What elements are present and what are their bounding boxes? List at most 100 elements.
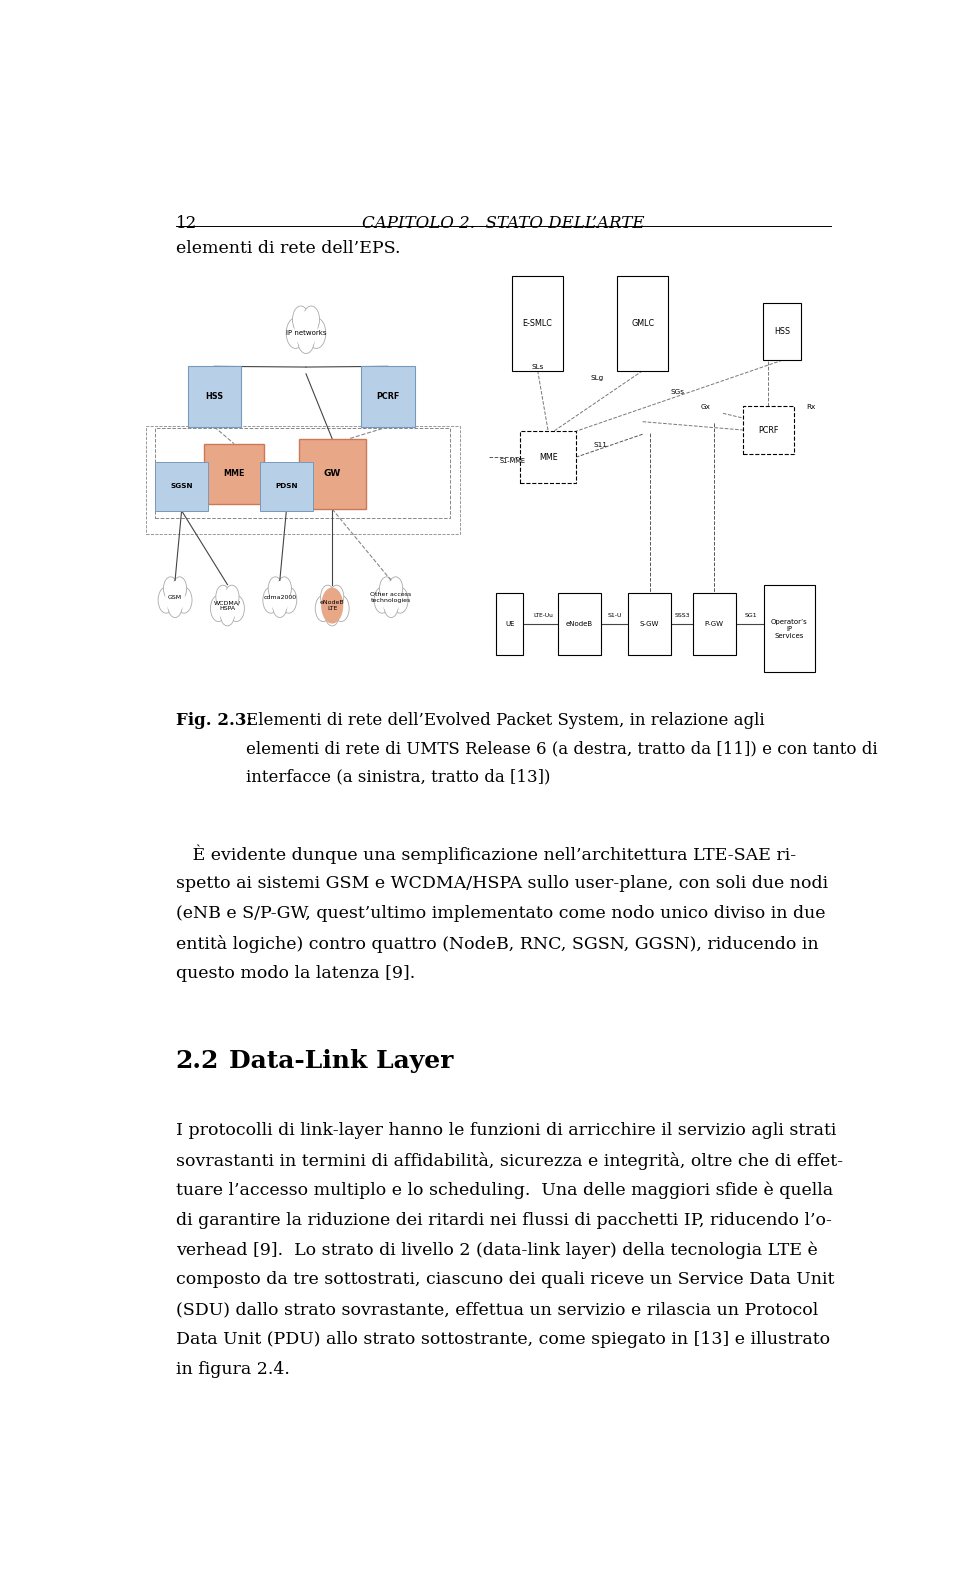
Text: MME: MME — [539, 453, 558, 462]
Text: Elementi di rete dell’Evolved Packet System, in relazione agli: Elementi di rete dell’Evolved Packet Sys… — [247, 713, 765, 728]
Text: 2.2: 2.2 — [176, 1049, 219, 1073]
Text: Data-Link Layer: Data-Link Layer — [229, 1049, 454, 1073]
Text: S1-MME: S1-MME — [499, 458, 525, 464]
Text: elementi di rete dell’EPS.: elementi di rete dell’EPS. — [176, 241, 400, 258]
Circle shape — [173, 577, 186, 599]
Text: CAPITOLO 2.  STATO DELL’ARTE: CAPITOLO 2. STATO DELL’ARTE — [362, 216, 644, 231]
Text: eNodeB: eNodeB — [566, 621, 593, 628]
Text: SGs: SGs — [670, 390, 684, 395]
FancyBboxPatch shape — [259, 462, 313, 511]
Text: Gx: Gx — [701, 404, 710, 411]
FancyBboxPatch shape — [763, 304, 802, 360]
Text: PCRF: PCRF — [376, 392, 399, 401]
Circle shape — [277, 577, 292, 599]
Text: Data Unit (PDU) allo strato sottostrante, come spiegato in [13] e illustrato: Data Unit (PDU) allo strato sottostrante… — [176, 1331, 830, 1348]
Text: 12: 12 — [176, 216, 197, 231]
Text: GW: GW — [324, 469, 341, 478]
Text: Operator’s
IP
Services: Operator’s IP Services — [771, 618, 807, 639]
Text: PCRF: PCRF — [758, 426, 779, 434]
Circle shape — [163, 577, 178, 599]
Text: GMLC: GMLC — [631, 319, 654, 329]
Circle shape — [321, 587, 344, 623]
Text: questo modo la latenza [9].: questo modo la latenza [9]. — [176, 964, 415, 982]
Text: S-GW: S-GW — [640, 621, 660, 628]
Circle shape — [325, 602, 339, 626]
FancyBboxPatch shape — [743, 406, 794, 453]
Circle shape — [217, 588, 238, 623]
Text: entità logiche) contro quattro (NodeB, RNC, SGSN, GGSN), riducendo in: entità logiche) contro quattro (NodeB, R… — [176, 934, 819, 953]
Text: UE: UE — [505, 621, 515, 628]
Circle shape — [228, 595, 245, 621]
Circle shape — [220, 602, 234, 626]
Text: SLs: SLs — [532, 365, 544, 370]
Text: tuare l’accesso multiplo e lo scheduling.  Una delle maggiori sfide è quella: tuare l’accesso multiplo e lo scheduling… — [176, 1181, 833, 1199]
Circle shape — [158, 587, 174, 613]
FancyBboxPatch shape — [559, 593, 601, 656]
Text: PDSN: PDSN — [276, 483, 298, 489]
Circle shape — [286, 318, 305, 348]
Text: SLg: SLg — [590, 374, 604, 381]
Circle shape — [379, 577, 394, 599]
Text: Rx: Rx — [805, 404, 815, 411]
Circle shape — [315, 595, 331, 621]
Circle shape — [323, 590, 342, 621]
Text: in figura 2.4.: in figura 2.4. — [176, 1361, 290, 1378]
Circle shape — [270, 580, 290, 613]
Circle shape — [392, 587, 408, 613]
Circle shape — [168, 595, 182, 618]
Text: MME: MME — [224, 469, 245, 478]
Circle shape — [294, 310, 319, 351]
Circle shape — [225, 585, 239, 609]
Circle shape — [307, 318, 325, 348]
Text: I protocolli di link-layer hanno le funzioni di arricchire il servizio agli stra: I protocolli di link-layer hanno le funz… — [176, 1122, 836, 1139]
Circle shape — [380, 580, 402, 615]
Text: E-SMLC: E-SMLC — [523, 319, 553, 329]
FancyBboxPatch shape — [764, 585, 815, 672]
Circle shape — [218, 590, 237, 621]
Circle shape — [384, 595, 398, 618]
Circle shape — [302, 307, 320, 333]
Text: HSS: HSS — [205, 392, 224, 401]
FancyBboxPatch shape — [628, 593, 671, 656]
Text: S1-U: S1-U — [608, 613, 622, 618]
Circle shape — [389, 577, 403, 599]
Text: GSM: GSM — [168, 595, 182, 599]
Circle shape — [176, 587, 192, 613]
Circle shape — [298, 326, 314, 354]
Circle shape — [263, 587, 279, 613]
Circle shape — [216, 585, 230, 609]
Text: verhead [9].  Lo strato di livello 2 (data-link layer) della tecnologia LTE è: verhead [9]. Lo strato di livello 2 (dat… — [176, 1241, 818, 1258]
FancyBboxPatch shape — [187, 367, 241, 426]
Circle shape — [374, 587, 390, 613]
FancyBboxPatch shape — [617, 277, 668, 371]
Text: LTE-Uu: LTE-Uu — [533, 613, 553, 618]
FancyBboxPatch shape — [155, 462, 208, 511]
Text: sovrastanti in termini di affidabilità, sicurezza e integrità, oltre che di effe: sovrastanti in termini di affidabilità, … — [176, 1151, 843, 1170]
FancyBboxPatch shape — [520, 431, 576, 483]
Circle shape — [381, 580, 401, 613]
Text: cdma2000: cdma2000 — [263, 595, 297, 599]
Text: Fig. 2.3:: Fig. 2.3: — [176, 713, 252, 728]
Circle shape — [322, 588, 343, 623]
Text: composto da tre sottostrati, ciascuno dei quali riceve un Service Data Unit: composto da tre sottostrati, ciascuno de… — [176, 1271, 834, 1288]
Circle shape — [293, 307, 309, 333]
Circle shape — [165, 580, 185, 613]
Text: (SDU) dallo strato sovrastante, effettua un servizio e rilascia un Protocol: (SDU) dallo strato sovrastante, effettua… — [176, 1301, 818, 1318]
Text: di garantire la riduzione dei ritardi nei flussi di pacchetti IP, riducendo l’o-: di garantire la riduzione dei ritardi ne… — [176, 1211, 831, 1229]
Text: HSS: HSS — [775, 327, 790, 337]
Circle shape — [280, 587, 297, 613]
Circle shape — [269, 580, 291, 615]
Text: IP networks: IP networks — [286, 330, 326, 337]
FancyBboxPatch shape — [496, 593, 523, 656]
Circle shape — [273, 595, 287, 618]
Text: (eNB e S/P-GW, quest’ultimo implementato come nodo unico diviso in due: (eNB e S/P-GW, quest’ultimo implementato… — [176, 904, 826, 922]
Text: elementi di rete di UMTS Release 6 (a destra, tratto da [11]) e con tanto di: elementi di rete di UMTS Release 6 (a de… — [247, 741, 878, 757]
Circle shape — [268, 577, 282, 599]
Circle shape — [333, 595, 349, 621]
Circle shape — [210, 595, 227, 621]
Text: eNodeB
LTE: eNodeB LTE — [320, 601, 345, 610]
Text: Other access
technologies: Other access technologies — [371, 591, 412, 602]
Circle shape — [164, 580, 186, 615]
Text: P-GW: P-GW — [705, 621, 724, 628]
FancyBboxPatch shape — [361, 367, 415, 426]
